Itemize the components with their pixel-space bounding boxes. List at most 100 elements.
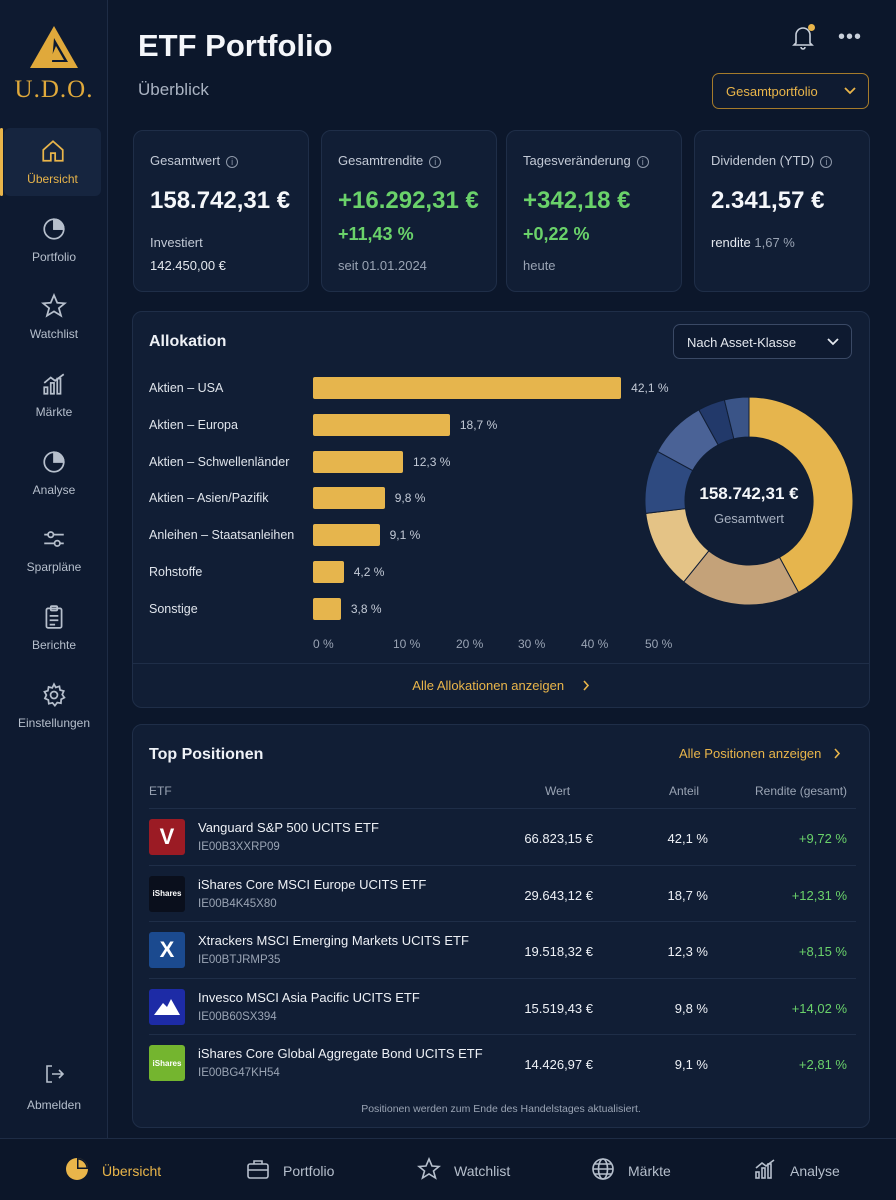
etf-isin: IE00BTJRMP35 xyxy=(198,954,281,966)
sidebar-item-watchlist[interactable]: Watchlist xyxy=(0,283,108,351)
sidebar: U.D.O. Übersicht Portfolio Watchlist Mär… xyxy=(0,0,108,1138)
column-header-wert[interactable]: Wert xyxy=(545,784,571,798)
sidebar-item-einstellungen[interactable]: Einstellungen xyxy=(0,672,108,740)
donut-slice[interactable] xyxy=(748,396,854,594)
bar-row[interactable]: Aktien – USA 42,1 % xyxy=(133,376,673,400)
home-icon xyxy=(41,140,64,162)
etf-logo-text: X xyxy=(159,937,175,962)
table-row[interactable]: iShares iShares Core Global Aggregate Bon… xyxy=(149,1034,856,1091)
column-header-etf[interactable]: ETF xyxy=(149,784,172,798)
show-all-positions-link[interactable]: Alle Positionen anzeigen xyxy=(679,746,841,761)
info-icon[interactable]: i xyxy=(226,156,239,168)
etf-name[interactable]: Xtrackers MSCI Emerging Markets UCITS ET… xyxy=(198,933,469,948)
donut-slice[interactable] xyxy=(723,396,750,440)
bar-category-label: Anleihen – Staatsanleihen xyxy=(149,528,295,543)
info-icon[interactable]: i xyxy=(820,156,833,168)
sidebar-item-analyse[interactable]: Analyse xyxy=(0,439,108,507)
kpi-value: +16.292,31 € xyxy=(338,187,479,214)
column-header-rendite[interactable]: Rendite (gesamt) xyxy=(755,784,848,798)
chevron-down-icon xyxy=(827,338,839,346)
table-row[interactable]: V Vanguard S&P 500 UCITS ETF IE00B3XXRP09 6… xyxy=(149,808,856,865)
top-positions-card: Top Positionen Alle Positionen anzeigen … xyxy=(132,724,870,1128)
logout-icon xyxy=(46,1065,65,1083)
bar-row[interactable]: Rohstoffe 4,2 % xyxy=(133,560,673,584)
bar xyxy=(313,487,385,510)
bar-row[interactable]: Anleihen – Staatsanleihen 9,1 % xyxy=(133,523,673,547)
bar-row[interactable]: Sonstige 3,8 % xyxy=(133,597,673,621)
table-row[interactable]: X Xtrackers MSCI Emerging Markets UCITS E… xyxy=(149,921,856,978)
etf-name[interactable]: iShares Core MSCI Europe UCITS ETF xyxy=(198,876,427,892)
bar-chart-icon xyxy=(755,1159,775,1179)
bar-category-label: Aktien – Schwellenländer xyxy=(149,454,290,469)
bar-category-label: Sonstige xyxy=(149,601,198,616)
etf-isin: IE00B4K45X80 xyxy=(198,897,277,910)
kpi-percent: +11,43 % xyxy=(338,224,414,244)
logout-label: Abmelden xyxy=(26,1098,82,1112)
notifications-button[interactable] xyxy=(791,24,817,50)
sidebar-item-portfolio[interactable]: Portfolio xyxy=(0,206,108,274)
etf-value: 15.519,43 € xyxy=(524,1000,593,1016)
sidebar-item-uebersicht[interactable]: Übersicht xyxy=(0,128,101,196)
show-all-allocations-link[interactable]: Alle Allokationen anzeigen xyxy=(133,678,869,693)
kpi-dividend-yield: rendite 1,67 % xyxy=(711,235,795,250)
table-row[interactable]: iShares iShares Core MSCI Europe UCITS ET… xyxy=(149,864,856,922)
kpi-sub: seit 01.01.2024 xyxy=(338,258,427,273)
clipboard-icon xyxy=(45,605,63,629)
etf-logo-text: iShares xyxy=(152,1058,182,1068)
kpi-value: 158.742,31 € xyxy=(150,187,291,214)
bar xyxy=(313,561,344,583)
sidebar-item-sparplaene[interactable]: Sparpläne xyxy=(0,516,108,584)
divider xyxy=(133,663,869,664)
bar-chart-icon xyxy=(43,373,65,395)
etf-logo: X xyxy=(149,932,185,968)
x-tick-label: 0 % xyxy=(313,637,334,651)
sidebar-item-maerkte[interactable]: Märkte xyxy=(0,361,108,429)
etf-share: 9,1 % xyxy=(674,1057,708,1072)
etf-share: 18,7 % xyxy=(667,887,708,903)
sidebar-item-label: Analyse xyxy=(32,482,76,497)
sliders-icon xyxy=(44,531,64,548)
kpi-label: Tagesveränderung xyxy=(523,153,631,168)
portfolio-select[interactable]: Gesamtportfolio xyxy=(712,73,869,109)
table-row[interactable]: Invesco MSCI Asia Pacific UCITS ETF IE00B… xyxy=(149,977,856,1035)
etf-name[interactable]: Vanguard S&P 500 UCITS ETF xyxy=(198,820,379,835)
allocation-grouping-select[interactable]: Nach Asset-Klasse xyxy=(673,324,852,359)
chevron-down-icon xyxy=(844,87,856,95)
logout-button[interactable]: Abmelden xyxy=(0,1062,108,1112)
pie-chart-icon xyxy=(66,1158,88,1180)
bar-row[interactable]: Aktien – Europa 18,7 % xyxy=(133,413,673,437)
allocation-title: Allokation xyxy=(149,333,227,350)
allocation-donut-chart xyxy=(644,396,854,606)
bar xyxy=(313,524,380,547)
column-header-anteil[interactable]: Anteil xyxy=(669,784,700,798)
bar-category-label: Aktien – USA xyxy=(149,381,224,395)
info-icon[interactable]: i xyxy=(429,156,442,168)
etf-value: 29.643,12 € xyxy=(524,887,593,903)
etf-return: +2,81 % xyxy=(798,1057,847,1072)
etf-name[interactable]: Invesco MSCI Asia Pacific UCITS ETF xyxy=(198,989,420,1005)
bar-value-label: 9,8 % xyxy=(394,491,426,506)
bar-row[interactable]: Aktien – Asien/Pazifik 9,8 % xyxy=(133,486,673,510)
etf-logo: V xyxy=(149,819,185,855)
brand-logo[interactable]: U.D.O. xyxy=(0,24,108,104)
kpi-card-gesamtrendite: Gesamtrendite i +16.292,31 € +11,43 % sei… xyxy=(321,130,497,292)
portfolio-select-value: Gesamtportfolio xyxy=(726,84,818,99)
more-options-icon[interactable]: ••• xyxy=(838,26,863,48)
kpi-card-tagesveraenderung: Tagesveränderung i +342,18 € +0,22 % heut… xyxy=(506,130,682,292)
chevron-right-icon xyxy=(583,680,589,691)
kpi-label: Gesamtwert xyxy=(150,153,221,168)
page-subtitle: Überblick xyxy=(138,80,209,99)
globe-icon xyxy=(592,1158,614,1180)
bar-category-label: Aktien – Asien/Pazifik xyxy=(149,491,269,506)
kpi-sub-label: rendite xyxy=(711,235,751,250)
bar-row[interactable]: Aktien – Schwellenländer 12,3 % xyxy=(133,450,673,474)
info-icon[interactable]: i xyxy=(636,156,649,168)
sidebar-item-berichte[interactable]: Berichte xyxy=(0,594,108,662)
etf-share: 12,3 % xyxy=(667,944,708,959)
bar-value-label: 9,1 % xyxy=(389,528,421,543)
sidebar-item-label: Portfolio xyxy=(31,249,77,264)
etf-logo-text: V xyxy=(159,824,175,849)
positions-title: Top Positionen xyxy=(149,746,264,763)
etf-name[interactable]: iShares Core Global Aggregate Bond UCITS… xyxy=(198,1046,483,1061)
kpi-percent: +0,22 % xyxy=(523,224,590,244)
